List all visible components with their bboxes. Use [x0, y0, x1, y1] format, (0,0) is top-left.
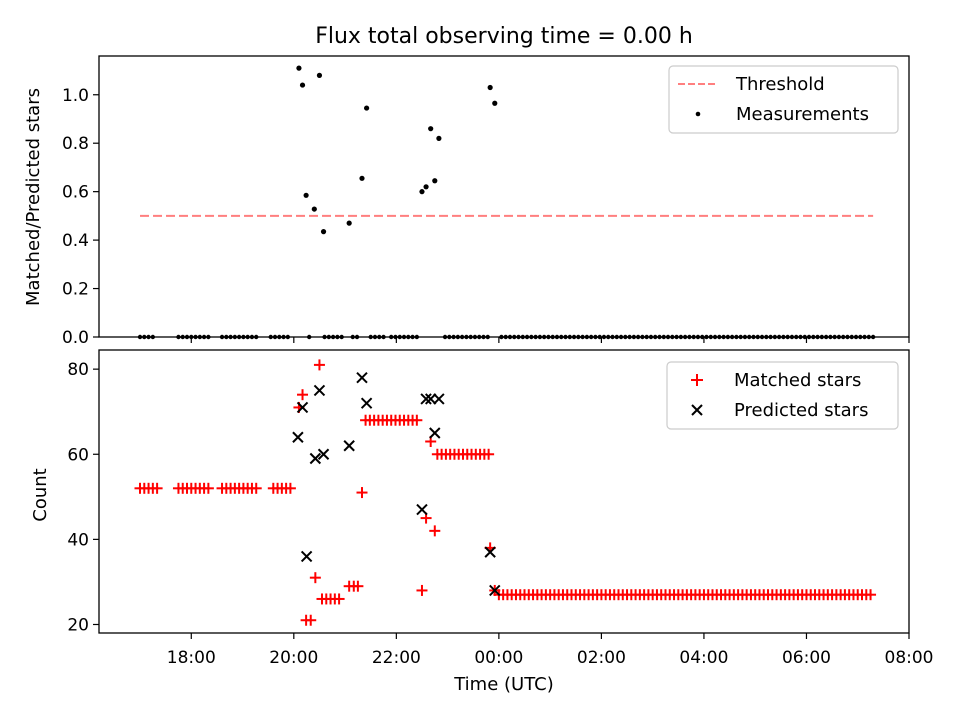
- measurement-point: [303, 192, 309, 198]
- bottom-x-tick-label: 08:00: [885, 648, 934, 668]
- measurement-point: [432, 178, 438, 184]
- predicted-star-marker: [300, 550, 313, 563]
- top-x-ticks: [190, 337, 910, 343]
- measurements-legend-swatch: [695, 111, 701, 117]
- bottom-y-tick-label: 60: [67, 445, 89, 465]
- bottom-y-tick-label: 40: [67, 530, 89, 550]
- top-axes-frame: [98, 55, 910, 338]
- predicted-star-marker: [309, 452, 322, 465]
- predicted-stars-legend-swatch: [691, 404, 703, 416]
- top-legend-box: [668, 65, 899, 134]
- bottom-y-ticks: 20 40 60 80: [67, 360, 99, 635]
- top-legend: Threshold Measurements: [668, 65, 899, 134]
- bottom-x-axis-label: Time (UTC): [453, 674, 554, 695]
- bottom-plot-marks: [134, 359, 877, 626]
- measurement-point: [423, 184, 429, 190]
- matched-star-marker: [352, 580, 364, 592]
- predicted-star-marker: [484, 546, 496, 558]
- bottom-x-ticks: 18:00 20:00 22:00 00:00 02:00 04:00 06:00 08:00: [167, 633, 934, 668]
- figure-title: Flux total observing time = 0.00 h: [315, 24, 693, 49]
- top-y-tick-label: 0.4: [62, 231, 89, 251]
- bottom-legend-box: [666, 361, 899, 430]
- matched-star-marker: [250, 482, 262, 494]
- predicted-star-marker: [343, 440, 355, 452]
- predicted-star-marker: [489, 584, 501, 597]
- predicted-star-marker: [433, 393, 445, 405]
- bottom-y-axis-label: Count: [30, 468, 51, 521]
- matched-stars-legend-label: Matched stars: [734, 370, 861, 391]
- measurement-point: [311, 206, 317, 212]
- predicted-star-marker: [420, 393, 432, 405]
- matched-star-marker: [356, 487, 368, 499]
- bottom-legend: Matched stars Predicted stars: [666, 361, 899, 430]
- bottom-axes: 20 40 60 80 18:00 20:00 22:00 00:00 02:00 04:00 0…: [30, 349, 934, 695]
- top-y-tick-label: 0.2: [62, 280, 89, 300]
- predicted-star-marker: [424, 393, 437, 405]
- measurement-point: [436, 135, 442, 141]
- matched-stars-legend-swatch: [691, 374, 703, 386]
- bottom-axes-frame: [98, 349, 910, 634]
- bottom-x-tick-label: 22:00: [372, 648, 421, 668]
- top-y-tick-label: 0.0: [62, 328, 89, 348]
- top-y-tick-label: 1.0: [62, 86, 89, 106]
- measurement-point: [492, 100, 498, 106]
- matched-star-marker: [202, 482, 214, 494]
- predicted-star-marker: [416, 503, 428, 516]
- bottom-x-tick-label: 04:00: [679, 648, 728, 668]
- predicted-star-marker: [360, 397, 373, 409]
- measurement-point: [296, 65, 302, 71]
- matched-star-marker: [305, 614, 317, 626]
- matched-star-marker: [297, 389, 309, 401]
- matched-star-marker: [333, 593, 345, 605]
- bottom-x-tick-label: 18:00: [167, 648, 216, 668]
- matched-star-marker: [309, 572, 321, 584]
- matched-star-marker: [416, 584, 428, 596]
- measurement-point: [487, 84, 493, 91]
- measurement-point: [364, 105, 370, 111]
- measurement-point: [320, 229, 327, 235]
- matched-star-marker: [865, 589, 877, 601]
- predicted-star-marker: [429, 427, 441, 439]
- measurement-point: [359, 175, 365, 181]
- top-y-tick-label: 0.6: [62, 183, 89, 203]
- measurement-point: [316, 72, 323, 78]
- top-y-axis-label: Matched/Predicted stars: [23, 88, 44, 306]
- threshold-legend-label: Threshold: [735, 74, 825, 95]
- bottom-x-tick-label: 06:00: [782, 648, 831, 668]
- bottom-y-tick-label: 20: [67, 615, 89, 635]
- matched-star-marker: [411, 414, 423, 426]
- measurement-point: [419, 189, 425, 195]
- matched-star-marker: [284, 482, 296, 494]
- bottom-x-tick-label: 02:00: [577, 648, 626, 668]
- measurement-point: [299, 82, 306, 88]
- predicted-star-marker: [313, 384, 326, 397]
- matched-star-marker: [151, 482, 163, 494]
- predicted-stars-legend-label: Predicted stars: [734, 400, 868, 421]
- top-plot-marks: [137, 65, 876, 340]
- top-y-tick-label: 0.8: [62, 134, 89, 154]
- bottom-y-tick-label: 80: [67, 360, 89, 380]
- predicted-star-marker: [317, 448, 330, 460]
- measurement-point: [346, 220, 352, 226]
- matched-star-marker: [483, 448, 495, 460]
- top-y-ticks: 0.0 0.2 0.4 0.6 0.8 1.0: [62, 86, 99, 348]
- bottom-x-tick-label: 20:00: [269, 648, 318, 668]
- bottom-x-tick-label: 00:00: [474, 648, 523, 668]
- predicted-star-marker: [296, 401, 309, 414]
- matched-star-marker: [429, 525, 441, 537]
- measurement-point: [428, 126, 434, 132]
- matched-star-marker: [313, 359, 325, 371]
- predicted-star-marker: [292, 431, 304, 443]
- top-axes: 0.0 0.2 0.4 0.6 0.8 1.0 Matched/Predicted sta…: [23, 55, 910, 348]
- predicted-star-marker: [356, 371, 368, 384]
- measurements-legend-label: Measurements: [736, 104, 869, 125]
